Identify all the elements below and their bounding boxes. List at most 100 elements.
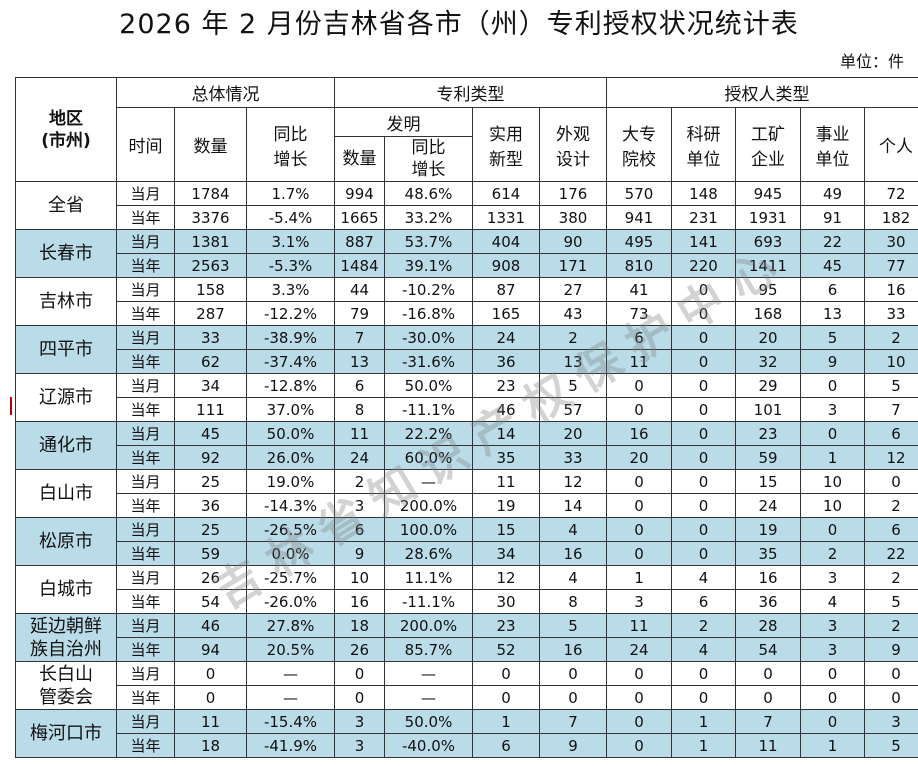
table-row: 当年2563-5.3%148439.1%90817181022014114577 bbox=[16, 254, 918, 278]
period-cell: 当年 bbox=[117, 302, 175, 326]
header-invention-yoy: 同比增长 bbox=[385, 137, 473, 182]
value-cell: 4 bbox=[540, 566, 607, 590]
value-cell: 0 bbox=[540, 686, 607, 710]
value-cell: 6 bbox=[865, 422, 918, 446]
header-invention-count: 数量 bbox=[335, 137, 385, 182]
period-cell: 当年 bbox=[117, 350, 175, 374]
header-individual: 个人 bbox=[865, 108, 918, 182]
value-cell: 5 bbox=[540, 374, 607, 398]
value-cell: 8 bbox=[335, 398, 385, 422]
value-cell: 32 bbox=[736, 350, 801, 374]
value-cell: 41 bbox=[607, 278, 672, 302]
period-cell: 当月 bbox=[117, 278, 175, 302]
value-cell: 60.0% bbox=[385, 446, 473, 470]
region-name: 白山市 bbox=[16, 470, 117, 518]
period-cell: 当月 bbox=[117, 374, 175, 398]
table-row: 当年54-26.0%16-11.1%308363645 bbox=[16, 590, 918, 614]
value-cell: 23 bbox=[736, 422, 801, 446]
value-cell: 11.1% bbox=[385, 566, 473, 590]
value-cell: 0 bbox=[607, 398, 672, 422]
value-cell: 18 bbox=[175, 734, 247, 758]
value-cell: 5 bbox=[865, 734, 918, 758]
value-cell: 36 bbox=[736, 590, 801, 614]
value-cell: 7 bbox=[865, 398, 918, 422]
value-cell: 18 bbox=[335, 614, 385, 638]
table-row: 当年287-12.2%79-16.8%165437301681333 bbox=[16, 302, 918, 326]
value-cell: -5.3% bbox=[247, 254, 335, 278]
value-cell: 3 bbox=[335, 710, 385, 734]
table-row: 当年11137.0%8-11.1%46570010137 bbox=[16, 398, 918, 422]
value-cell: -37.4% bbox=[247, 350, 335, 374]
value-cell: 30 bbox=[865, 230, 918, 254]
page-title: 2026 年 2 月份吉林省各市（州）专利授权状况统计表 bbox=[0, 2, 918, 41]
period-cell: 当年 bbox=[117, 734, 175, 758]
value-cell: 11 bbox=[607, 350, 672, 374]
value-cell: 46 bbox=[175, 614, 247, 638]
region-name: 通化市 bbox=[16, 422, 117, 470]
value-cell: — bbox=[247, 686, 335, 710]
value-cell: 27.8% bbox=[247, 614, 335, 638]
value-cell: 200.0% bbox=[385, 614, 473, 638]
value-cell: 34 bbox=[473, 542, 540, 566]
header-utility: 实用新型 bbox=[473, 108, 540, 182]
value-cell: 0 bbox=[736, 686, 801, 710]
value-cell: 10 bbox=[335, 566, 385, 590]
value-cell: 44 bbox=[335, 278, 385, 302]
period-cell: 当年 bbox=[117, 542, 175, 566]
table-row: 白城市当月26-25.7%1011.1%124141632 bbox=[16, 566, 918, 590]
region-name: 延边朝鲜族自治州 bbox=[16, 614, 117, 662]
value-cell: 0 bbox=[175, 686, 247, 710]
value-cell: -41.9% bbox=[247, 734, 335, 758]
period-cell: 当年 bbox=[117, 398, 175, 422]
patent-stats-table: 地区(市州) 总体情况 专利类型 授权人类型 时间 数量 同比增长 发明 实用新… bbox=[15, 77, 918, 758]
value-cell: 1484 bbox=[335, 254, 385, 278]
value-cell: 0 bbox=[801, 686, 865, 710]
value-cell: 19 bbox=[736, 518, 801, 542]
value-cell: -26.0% bbox=[247, 590, 335, 614]
value-cell: 1411 bbox=[736, 254, 801, 278]
value-cell: 3 bbox=[801, 398, 865, 422]
table-row: 吉林市当月1583.3%44-10.2%872741095616 bbox=[16, 278, 918, 302]
value-cell: 0 bbox=[540, 662, 607, 686]
value-cell: 33 bbox=[540, 446, 607, 470]
header-grantee-type: 授权人类型 bbox=[607, 78, 918, 108]
header-institution: 事业单位 bbox=[801, 108, 865, 182]
value-cell: 1 bbox=[801, 734, 865, 758]
value-cell: 72 bbox=[865, 182, 918, 206]
header-count: 数量 bbox=[175, 108, 247, 182]
value-cell: 10 bbox=[865, 350, 918, 374]
value-cell: 54 bbox=[175, 590, 247, 614]
value-cell: 14 bbox=[473, 422, 540, 446]
value-cell: 1 bbox=[473, 710, 540, 734]
value-cell: 11 bbox=[736, 734, 801, 758]
value-cell: — bbox=[385, 662, 473, 686]
header-design: 外观设计 bbox=[540, 108, 607, 182]
table-row: 通化市当月4550.0%1122.2%14201602306 bbox=[16, 422, 918, 446]
value-cell: 29 bbox=[736, 374, 801, 398]
value-cell: -5.4% bbox=[247, 206, 335, 230]
table-row: 当年62-37.4%13-31.6%361311032910 bbox=[16, 350, 918, 374]
region-name: 全省 bbox=[16, 182, 117, 230]
value-cell: 7 bbox=[736, 710, 801, 734]
value-cell: 12 bbox=[865, 446, 918, 470]
value-cell: 0.0% bbox=[247, 542, 335, 566]
value-cell: 9 bbox=[335, 542, 385, 566]
value-cell: 16 bbox=[607, 422, 672, 446]
value-cell: 0 bbox=[801, 710, 865, 734]
value-cell: 1.7% bbox=[247, 182, 335, 206]
period-cell: 当月 bbox=[117, 710, 175, 734]
value-cell: 0 bbox=[736, 662, 801, 686]
value-cell: 50.0% bbox=[385, 374, 473, 398]
value-cell: 15 bbox=[473, 518, 540, 542]
value-cell: — bbox=[385, 470, 473, 494]
value-cell: 11 bbox=[335, 422, 385, 446]
value-cell: 168 bbox=[736, 302, 801, 326]
value-cell: 5 bbox=[801, 326, 865, 350]
value-cell: 404 bbox=[473, 230, 540, 254]
value-cell: 810 bbox=[607, 254, 672, 278]
value-cell: 13 bbox=[540, 350, 607, 374]
value-cell: 33.2% bbox=[385, 206, 473, 230]
value-cell: 2563 bbox=[175, 254, 247, 278]
value-cell: 50.0% bbox=[385, 710, 473, 734]
value-cell: 4 bbox=[672, 638, 736, 662]
